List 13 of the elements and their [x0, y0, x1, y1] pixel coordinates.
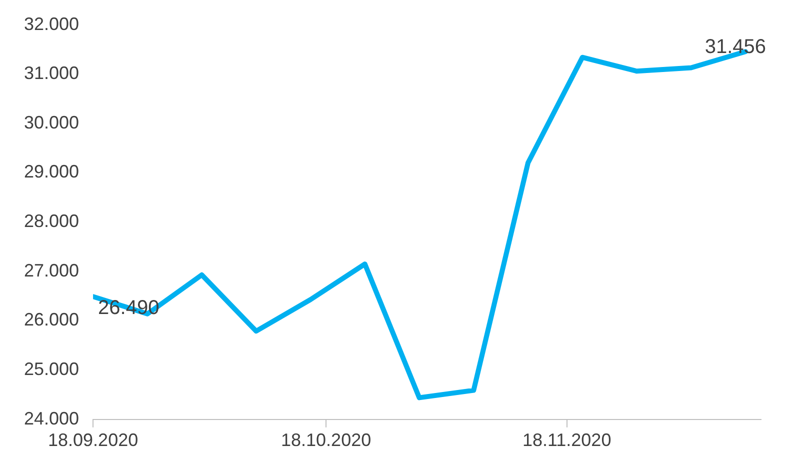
y-tick-label: 31.000 [24, 63, 80, 84]
x-tick-label: 18.09.2020 [48, 430, 138, 450]
y-tick-label: 28.000 [24, 211, 80, 232]
y-tick-label: 30.000 [24, 112, 80, 132]
data-label: 31.456 [704, 36, 766, 58]
y-tick-label: 25.000 [24, 359, 80, 380]
y-tick-label: 29.000 [24, 162, 80, 182]
x-tick-label: 18.10.2020 [281, 430, 372, 450]
y-tick-label: 32.000 [24, 14, 80, 34]
x-tick-label: 18.11.2020 [522, 430, 612, 450]
y-tick-label: 26.000 [24, 310, 80, 330]
y-tick-label: 24.000 [24, 408, 80, 428]
y-tick-label: 27.000 [24, 260, 80, 280]
